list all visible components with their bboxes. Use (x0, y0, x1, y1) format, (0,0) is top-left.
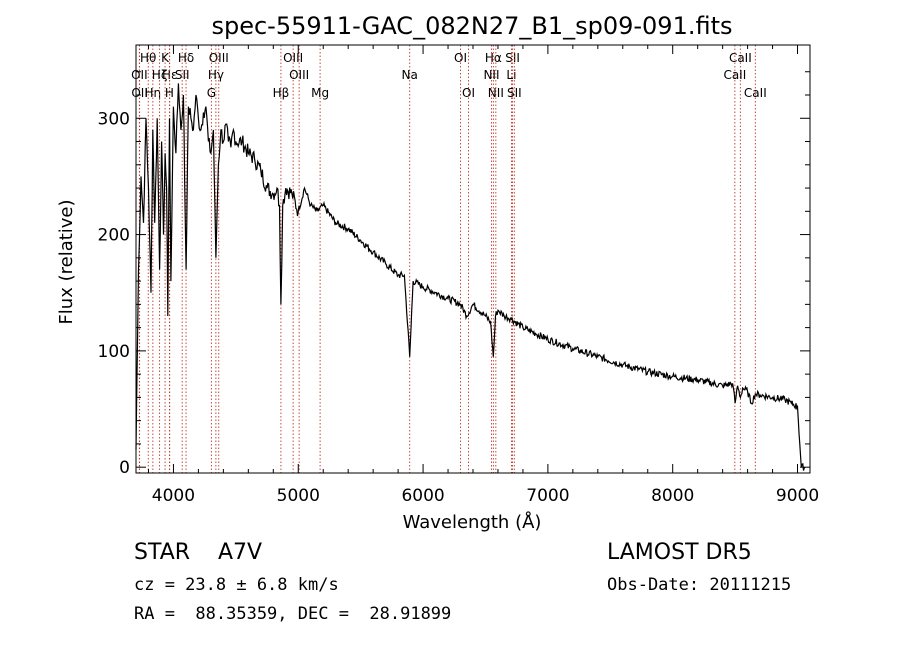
x-tick-label-4: 8000 (651, 486, 694, 506)
y-tick-label-0: 0 (119, 458, 130, 478)
x-tick-label-0: 4000 (152, 486, 195, 506)
y-tick-label-2: 200 (98, 226, 130, 246)
y-tick-label-3: 300 (98, 109, 130, 129)
line-label-9: SII (175, 68, 190, 82)
line-label-23: SII (505, 51, 520, 65)
x-tick-label-2: 6000 (401, 486, 444, 506)
line-label-19: OI (462, 86, 475, 100)
line-label-25: SII (507, 86, 522, 100)
line-label-3: K (161, 51, 170, 65)
plot-frame (135, 44, 811, 474)
line-label-0: Hθ (140, 51, 156, 65)
line-label-28: CaII (744, 86, 767, 100)
coordinates-info: RA = 88.35359, DEC = 28.91899 (134, 604, 452, 624)
line-label-2: OII (131, 86, 148, 100)
line-label-11: Hγ (208, 68, 224, 82)
x-tick-label-3: 7000 (526, 486, 569, 506)
line-label-1: OII (131, 68, 148, 82)
line-label-4: Hε (162, 68, 178, 82)
x-tick-label-5: 9000 (776, 486, 819, 506)
line-label-21: NII (483, 68, 499, 82)
spectrum-line (135, 83, 806, 471)
line-label-13: OIII (283, 51, 303, 65)
x-axis-ticks: 4000 5000 6000 7000 8000 9000 (147, 45, 819, 506)
line-label-10: OIII (209, 51, 229, 65)
observation-date: Obs-Date: 20111215 (607, 575, 792, 595)
line-label-20: Hα (485, 51, 502, 65)
y-axis-ticks: 0 100 200 300 (98, 71, 810, 478)
x-tick-label-1: 5000 (277, 486, 320, 506)
y-axis-label: Flux (relative) (56, 199, 77, 324)
line-label-8: Hδ (178, 51, 194, 65)
velocity-info: cz = 23.8 ± 6.8 km/s (134, 575, 339, 595)
line-label-18: OI (454, 51, 467, 65)
line-label-22: NII (488, 86, 504, 100)
line-label-15: Hβ (273, 86, 290, 100)
line-label-26: CaII (729, 51, 752, 65)
line-label-6: Hζ (152, 68, 168, 82)
survey-name: LAMOST DR5 (607, 540, 752, 565)
line-label-24: Li (506, 68, 516, 82)
line-label-16: Mg (311, 86, 329, 100)
line-label-12: G (207, 86, 216, 100)
chart-title: spec-55911-GAC_082N27_B1_sp09-091.fits (211, 12, 732, 40)
line-label-14: OIII (289, 68, 309, 82)
object-class: STAR A7V (134, 540, 263, 565)
line-label-17: Na (402, 68, 418, 82)
y-tick-label-1: 100 (98, 342, 130, 362)
line-label-5: Hη (145, 86, 162, 100)
line-label-7: H (165, 86, 174, 100)
line-label-27: CaII (723, 68, 746, 82)
x-axis-label: Wavelength (Å) (403, 511, 542, 533)
